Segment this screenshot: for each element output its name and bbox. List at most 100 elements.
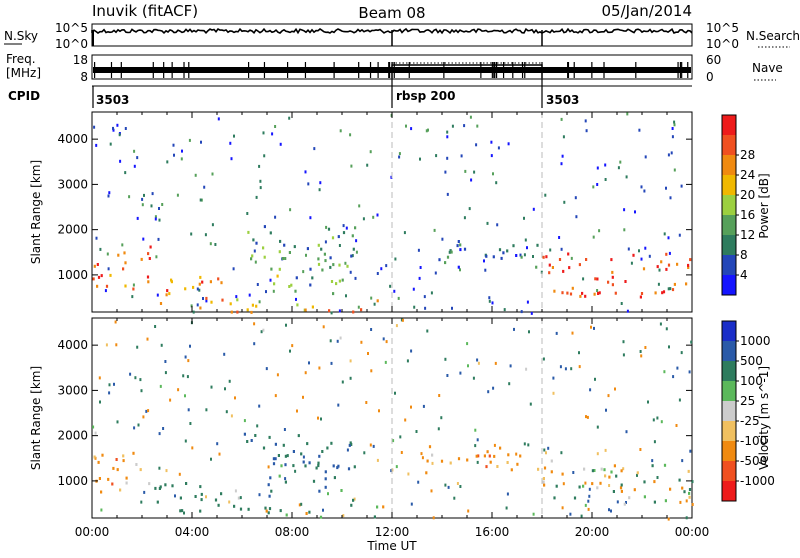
data-cell <box>598 291 601 295</box>
data-speckle <box>121 243 124 247</box>
data-cell <box>636 471 639 475</box>
data-cell <box>168 292 171 296</box>
colorbar-band <box>722 421 736 441</box>
data-speckle <box>604 178 607 181</box>
data-speckle <box>559 365 562 369</box>
data-speckle <box>433 228 436 232</box>
data-speckle <box>403 231 406 235</box>
ytick-label: 4000 <box>57 338 88 352</box>
data-speckle <box>214 243 217 246</box>
data-cell <box>164 483 167 487</box>
data-speckle <box>258 300 261 304</box>
data-speckle <box>302 455 305 459</box>
nsky-label: N.Sky <box>4 29 38 43</box>
data-cell <box>324 477 327 481</box>
data-cell <box>569 292 573 296</box>
data-cell <box>329 265 332 269</box>
data-speckle <box>640 185 643 189</box>
data-speckle <box>95 236 98 240</box>
data-cell <box>233 504 236 508</box>
power-axes: 1000 2000 3000 4000 <box>57 112 693 312</box>
data-speckle <box>432 516 435 520</box>
colorbar-tick-label: 8 <box>740 248 748 262</box>
colorbar-band <box>722 321 736 341</box>
data-speckle <box>488 296 491 300</box>
data-speckle <box>596 183 599 186</box>
data-speckle <box>196 287 199 291</box>
data-speckle <box>147 409 150 413</box>
data-cell <box>488 454 491 458</box>
data-speckle <box>329 339 332 343</box>
data-cell <box>280 464 283 468</box>
data-speckle <box>133 426 136 430</box>
data-cell <box>320 247 323 251</box>
data-speckle <box>431 461 434 465</box>
colorbar-tick-label: -25 <box>740 414 760 428</box>
data-cell <box>593 292 596 296</box>
data-speckle <box>274 215 277 219</box>
data-cell <box>628 496 631 500</box>
data-speckle <box>438 394 441 397</box>
data-cell <box>651 464 654 468</box>
data-speckle <box>562 135 565 139</box>
data-cell <box>318 454 321 458</box>
data-speckle <box>580 514 583 518</box>
data-cell <box>561 291 564 295</box>
data-speckle <box>366 163 369 167</box>
data-speckle <box>519 253 522 257</box>
data-cell <box>300 452 303 456</box>
data-speckle <box>362 217 365 221</box>
data-speckle <box>545 451 547 455</box>
data-cell <box>594 277 597 281</box>
data-speckle <box>656 416 659 420</box>
data-speckle <box>397 296 400 300</box>
data-cell <box>584 294 587 298</box>
data-speckle <box>477 361 480 365</box>
data-speckle <box>357 305 360 309</box>
data-cell <box>158 487 161 490</box>
data-speckle <box>523 442 526 446</box>
data-speckle <box>230 157 233 161</box>
data-speckle <box>95 143 98 147</box>
data-cell <box>581 291 584 295</box>
data-speckle <box>476 460 479 464</box>
colorbar-band <box>722 195 736 215</box>
data-cell <box>346 264 349 268</box>
data-cell <box>624 280 627 283</box>
date-title: 05/Jan/2014 <box>602 2 693 20</box>
data-speckle <box>369 443 372 447</box>
data-speckle <box>418 276 421 280</box>
data-speckle <box>423 295 426 299</box>
data-cell <box>273 282 276 286</box>
data-speckle <box>476 438 479 442</box>
data-speckle <box>228 379 231 383</box>
power-ylabel: Slant Range [km] <box>29 160 43 264</box>
data-cell <box>284 257 287 260</box>
data-cell <box>254 434 257 437</box>
data-cell <box>562 269 565 273</box>
data-speckle <box>622 467 625 471</box>
data-speckle <box>320 417 322 421</box>
data-speckle <box>652 418 655 422</box>
data-speckle <box>463 124 466 128</box>
data-speckle <box>490 140 493 144</box>
data-speckle <box>92 425 95 429</box>
data-cell <box>100 274 103 278</box>
data-speckle <box>108 383 111 387</box>
data-cell <box>139 468 142 472</box>
data-speckle <box>625 430 628 434</box>
data-cell <box>667 263 671 267</box>
data-cell <box>264 506 267 510</box>
data-cell <box>551 266 554 269</box>
data-cell <box>596 277 599 281</box>
data-speckle <box>688 370 691 374</box>
data-speckle <box>232 267 235 271</box>
data-speckle <box>673 123 676 127</box>
data-speckle <box>680 184 683 188</box>
data-cell <box>662 290 666 294</box>
data-cell <box>294 289 297 293</box>
colorbar-tick-label: -1000 <box>740 474 775 488</box>
data-speckle <box>349 359 352 363</box>
data-speckle <box>380 267 383 271</box>
data-cell <box>535 265 538 269</box>
